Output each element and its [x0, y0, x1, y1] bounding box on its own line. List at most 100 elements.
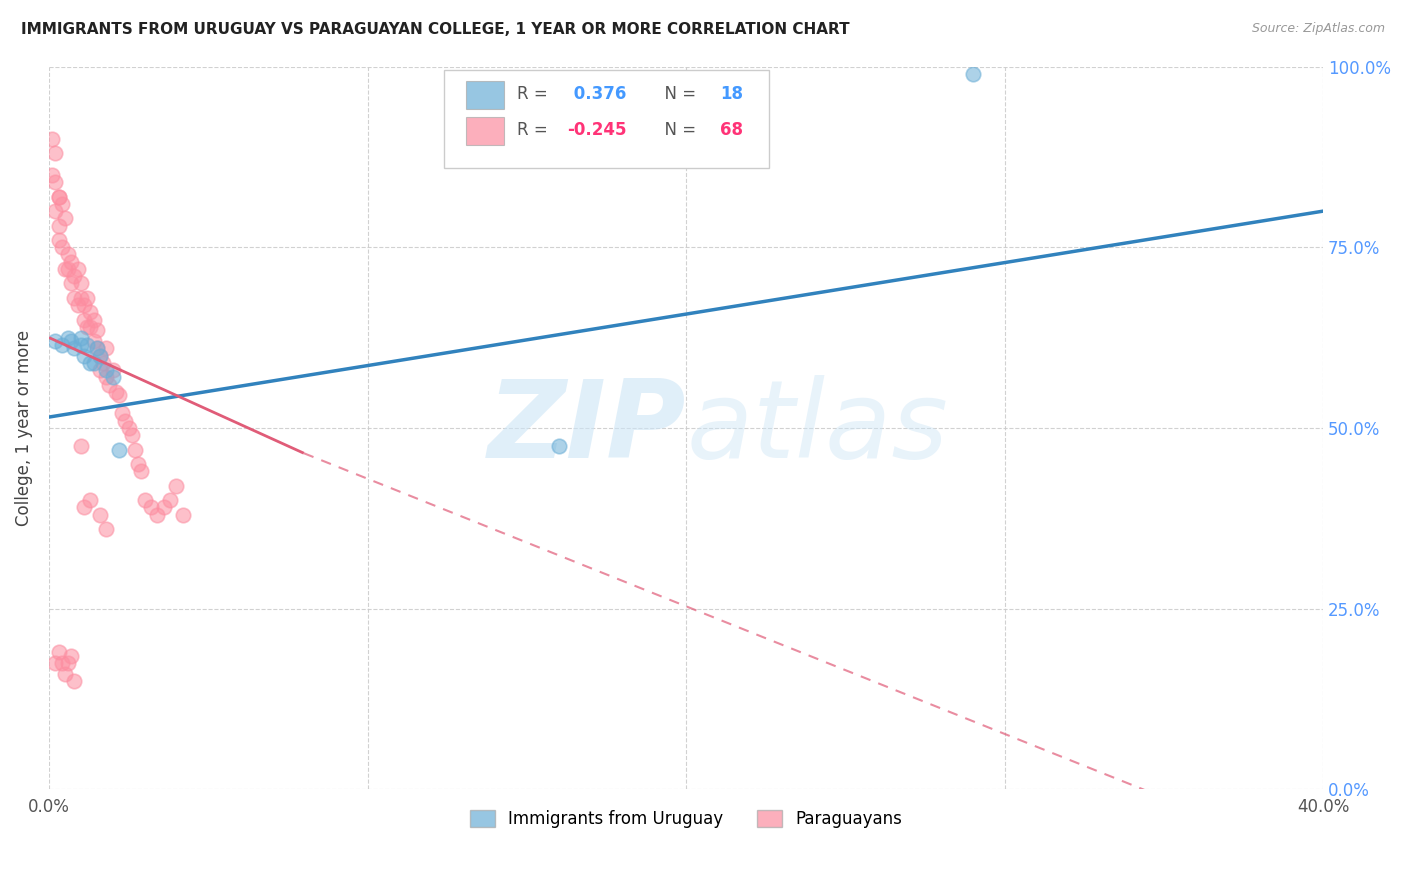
Text: R =: R = [516, 121, 553, 139]
Text: -0.245: -0.245 [568, 121, 627, 139]
Point [86, 342, 108, 356]
Point [41, 168, 63, 182]
Text: ZIP: ZIP [488, 375, 686, 481]
FancyBboxPatch shape [465, 81, 503, 109]
Point [69, 439, 91, 453]
Point [127, 457, 149, 471]
Point [165, 479, 187, 493]
Point [60, 648, 83, 663]
Point [76, 338, 98, 352]
Point [48, 233, 70, 247]
Point [73, 298, 96, 312]
FancyBboxPatch shape [444, 70, 769, 168]
Point [89, 508, 111, 522]
Point [114, 414, 136, 428]
Point [73, 312, 96, 326]
Point [146, 508, 169, 522]
Point [104, 384, 127, 399]
Text: 68: 68 [720, 121, 744, 139]
Point [63, 269, 86, 284]
Point [66, 261, 89, 276]
Point [98, 377, 121, 392]
Point [56, 656, 79, 670]
Point [41, 132, 63, 146]
Text: Source: ZipAtlas.com: Source: ZipAtlas.com [1251, 22, 1385, 36]
Point [79, 356, 101, 370]
Point [69, 291, 91, 305]
Point [172, 508, 194, 522]
Point [51, 338, 73, 352]
Point [83, 356, 105, 370]
Point [53, 211, 76, 226]
Point [86, 323, 108, 337]
Point [69, 277, 91, 291]
Point [79, 493, 101, 508]
Point [56, 330, 79, 344]
Text: N =: N = [654, 121, 702, 139]
Text: 0.376: 0.376 [568, 85, 626, 103]
Point [51, 656, 73, 670]
Point [96, 363, 118, 377]
Point [83, 334, 105, 349]
Point [51, 240, 73, 254]
Y-axis label: College, 1 year or more: College, 1 year or more [15, 330, 32, 526]
Point [48, 219, 70, 233]
Text: R =: R = [516, 85, 553, 103]
Point [66, 298, 89, 312]
Point [89, 363, 111, 377]
Point [131, 464, 153, 478]
Point [159, 493, 181, 508]
Point [96, 342, 118, 356]
Text: IMMIGRANTS FROM URUGUAY VS PARAGUAYAN COLLEGE, 1 YEAR OR MORE CORRELATION CHART: IMMIGRANTS FROM URUGUAY VS PARAGUAYAN CO… [21, 22, 849, 37]
Point [60, 334, 83, 349]
Point [96, 370, 118, 384]
Legend: Immigrants from Uruguay, Paraguayans: Immigrants from Uruguay, Paraguayans [464, 804, 908, 835]
Point [134, 493, 156, 508]
Point [86, 342, 108, 356]
Point [152, 500, 174, 515]
Point [108, 388, 131, 402]
Point [89, 349, 111, 363]
Point [101, 363, 124, 377]
Point [76, 319, 98, 334]
Point [79, 305, 101, 319]
Point [117, 421, 139, 435]
Point [139, 500, 162, 515]
Point [547, 439, 569, 453]
Point [124, 442, 146, 457]
Point [962, 67, 984, 81]
Point [44, 656, 66, 670]
Point [44, 204, 66, 219]
Point [53, 666, 76, 681]
Point [76, 291, 98, 305]
Point [60, 277, 83, 291]
Point [121, 428, 143, 442]
Point [101, 370, 124, 384]
Point [73, 500, 96, 515]
Point [73, 349, 96, 363]
Text: atlas: atlas [686, 376, 948, 481]
Point [63, 291, 86, 305]
Point [79, 319, 101, 334]
Text: N =: N = [654, 85, 702, 103]
Point [56, 247, 79, 261]
Point [48, 645, 70, 659]
Point [69, 330, 91, 344]
Point [63, 673, 86, 688]
Point [91, 356, 114, 370]
Point [69, 338, 91, 352]
Point [83, 312, 105, 326]
Point [53, 261, 76, 276]
Point [51, 197, 73, 211]
Point [96, 522, 118, 536]
Point [48, 189, 70, 203]
Point [63, 342, 86, 356]
Point [44, 175, 66, 189]
Point [44, 146, 66, 161]
Point [111, 407, 134, 421]
Point [56, 261, 79, 276]
Point [89, 349, 111, 363]
FancyBboxPatch shape [465, 117, 503, 145]
Point [108, 442, 131, 457]
Point [44, 334, 66, 349]
